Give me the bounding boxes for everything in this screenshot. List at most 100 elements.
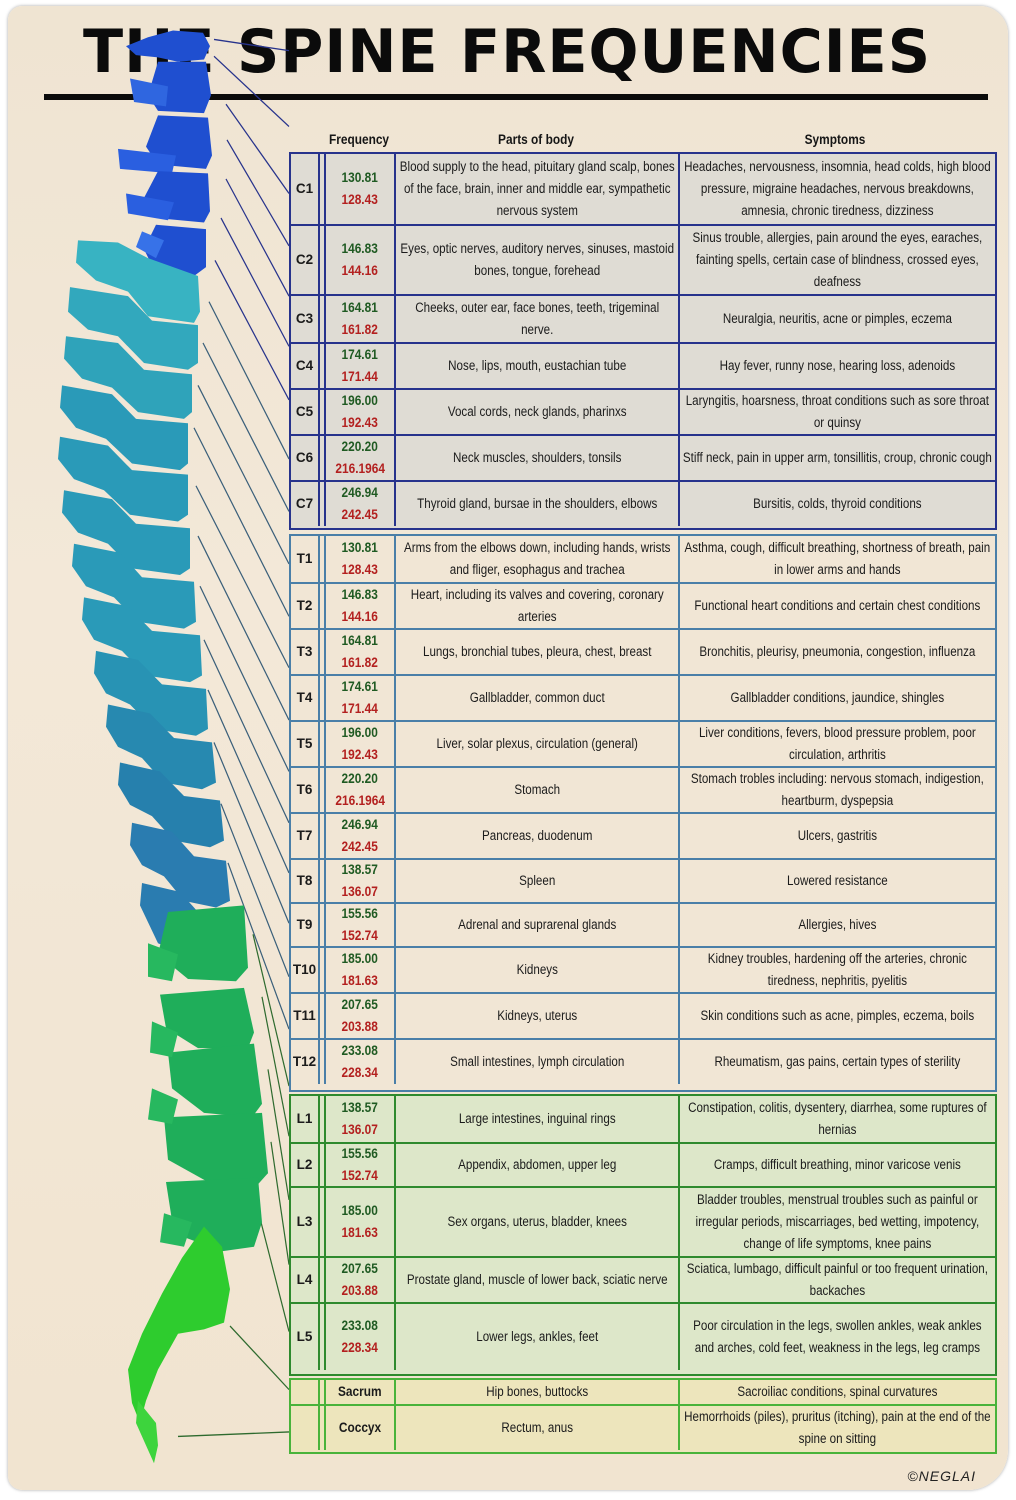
parts-of-body-cell: Spleen	[396, 860, 680, 902]
frequency-primary: 207.65	[341, 1261, 379, 1276]
symptoms-cell: Sacroiliac conditions, spinal curvatures	[680, 1380, 995, 1404]
parts-of-body-text: Rectum, anus	[501, 1420, 573, 1435]
parts-of-body-text: Lower legs, ankles, feet	[476, 1329, 598, 1344]
symptoms-cell: Bladder troubles, menstrual troubles suc…	[680, 1188, 995, 1256]
symptoms-text: Sciatica, lumbago, difficult painful or …	[686, 1261, 989, 1298]
frequency-cell: 146.83 144.16	[326, 226, 396, 294]
spine-illustration	[58, 30, 290, 1464]
parts-of-body-text: Nose, lips, mouth, eustachian tube	[447, 358, 627, 373]
frequency-primary: 174.61	[341, 679, 379, 694]
column-divider	[320, 226, 326, 294]
symptoms-text: Liver conditions, fevers, blood pressure…	[699, 725, 976, 762]
symptoms-text: Rheumatism, gas pains, certain types of …	[714, 1054, 961, 1069]
frequency-cell: 138.57 136.07	[326, 860, 396, 902]
parts-of-body-cell: Blood supply to the head, pituitary glan…	[396, 154, 680, 224]
parts-of-body-text: Hip bones, buttocks	[486, 1384, 588, 1399]
symptoms-text: Constipation, colitis, dysentery, diarrh…	[688, 1100, 987, 1137]
table-row: Sacrum Hip bones, buttocks Sacroiliac cond…	[291, 1380, 995, 1404]
parts-of-body-cell: Appendix, abdomen, upper leg	[396, 1144, 680, 1186]
parts-of-body-cell: Prostate gland, muscle of lower back, sc…	[396, 1258, 680, 1302]
parts-of-body-text: Liver, solar plexus, circulation (genera…	[436, 736, 638, 751]
symptoms-cell: Allergies, hives	[680, 904, 995, 946]
column-divider	[320, 536, 326, 582]
column-divider	[320, 390, 326, 434]
symptoms-text: Hay fever, runny nose, hearing loss, ade…	[719, 358, 956, 373]
frequency-primary: 220.20	[341, 771, 379, 786]
parts-of-body-text: Stomach	[514, 782, 560, 797]
symptoms-text: Stomach trobles including: nervous stoma…	[691, 771, 984, 808]
parts-of-body-cell: Nose, lips, mouth, eustachian tube	[396, 344, 680, 388]
frequency-secondary: 152.74	[341, 928, 379, 943]
frequency-cell: 138.57 136.07	[326, 1096, 396, 1142]
symptoms-text: Stiff neck, pain in upper arm, tonsillit…	[683, 450, 992, 465]
symptoms-text: Ulcers, gastritis	[797, 828, 878, 843]
header-symptoms: Symptoms	[804, 132, 866, 147]
vertebra-label: T12	[291, 1040, 320, 1084]
frequency-cell: 220.20 216.1964	[326, 768, 396, 812]
parts-of-body-cell: Arms from the elbows down, including han…	[396, 536, 680, 582]
parts-of-body-text: Pancreas, duodenum	[481, 828, 593, 843]
frequency-secondary: 228.34	[341, 1065, 379, 1080]
table-row: C2 146.83 144.16 Eyes, optic nerves, audito…	[291, 224, 995, 294]
parts-of-body-text: Thyroid gland, bursae in the shoulders, …	[416, 496, 658, 511]
region-name: Coccyx	[338, 1420, 382, 1435]
symptoms-text: Functional heart conditions and certain …	[694, 598, 981, 613]
symptoms-text: Bronchitis, pleurisy, pneumonia, congest…	[699, 644, 976, 659]
parts-of-body-text: Kidneys	[516, 962, 558, 977]
column-divider	[320, 1304, 326, 1370]
frequency-secondary: 161.82	[341, 322, 379, 337]
poster: THE SPINE FREQUENCIES	[8, 6, 1008, 1490]
frequency-secondary: 203.88	[341, 1019, 379, 1034]
table-row: T5 196.00 192.43 Liver, solar plexus, circu…	[291, 720, 995, 766]
frequency-cell: 220.20 216.1964	[326, 436, 396, 480]
table-row: L4 207.65 203.88 Prostate gland, muscle of …	[291, 1256, 995, 1302]
frequency-primary: 155.56	[341, 1146, 379, 1161]
symptoms-text: Headaches, nervousness, insomnia, head c…	[684, 159, 991, 218]
table-row: C4 174.61 171.44 Nose, lips, mouth, eustach…	[291, 342, 995, 388]
table-row: T12 233.08 228.34 Small intestines, lymph c…	[291, 1038, 995, 1084]
symptoms-cell: Ulcers, gastritis	[680, 814, 995, 858]
frequency-cell: 233.08 228.34	[326, 1304, 396, 1370]
table-row: T9 155.56 152.74 Adrenal and suprarenal gla…	[291, 902, 995, 946]
frequency-secondary: 136.07	[341, 884, 379, 899]
connector-lines	[177, 38, 290, 1438]
sacrum-coccyx	[128, 1226, 230, 1464]
vertebra-label: T7	[291, 814, 320, 858]
frequency-primary: 185.00	[341, 1203, 379, 1218]
frequency-primary: 130.81	[341, 170, 379, 185]
frequency-primary: 146.83	[341, 587, 379, 602]
column-divider	[320, 296, 326, 342]
table-row: L5 233.08 228.34 Lower legs, ankles, feet Po…	[291, 1302, 995, 1370]
column-divider	[320, 814, 326, 858]
table-row: Coccyx Rectum, anus Hemorrhoids (piles), p…	[291, 1404, 995, 1450]
frequency-cell: 164.81 161.82	[326, 630, 396, 674]
frequency-primary: 196.00	[341, 393, 379, 408]
symptoms-cell: Headaches, nervousness, insomnia, head c…	[680, 154, 995, 224]
symptoms-cell: Constipation, colitis, dysentery, diarrh…	[680, 1096, 995, 1142]
sacral-table: Sacrum Hip bones, buttocks Sacroiliac cond…	[289, 1378, 997, 1454]
frequency-primary: 164.81	[341, 633, 379, 648]
column-divider	[320, 344, 326, 388]
frequency-primary: 164.81	[341, 300, 379, 315]
title-underline	[44, 94, 988, 100]
symptoms-text: Bursitis, colds, thyroid conditions	[753, 496, 922, 511]
parts-of-body-cell: Heart, including its valves and covering…	[396, 584, 680, 628]
table-row: C5 196.00 192.43 Vocal cords, neck glands, …	[291, 388, 995, 434]
column-headers: Frequency Parts of body Symptoms	[288, 130, 998, 152]
cervical-vertebrae	[118, 30, 212, 277]
frequency-secondary: 192.43	[341, 747, 379, 762]
frequency-primary: 233.08	[341, 1318, 379, 1333]
vertebra-label: L5	[291, 1304, 320, 1370]
vertebra-label: T8	[291, 860, 320, 902]
column-divider	[320, 994, 326, 1038]
frequency-cell: 196.00 192.43	[326, 722, 396, 766]
frequency-cell: 207.65 203.88	[326, 1258, 396, 1302]
frequency-secondary: 242.45	[341, 507, 379, 522]
column-divider	[320, 1040, 326, 1084]
vertebra-label: T10	[291, 948, 320, 992]
frequency-cell: 155.56 152.74	[326, 904, 396, 946]
vertebra-label	[291, 1406, 320, 1450]
symptoms-cell: Kidney troubles, hardening off the arter…	[680, 948, 995, 992]
column-divider	[320, 768, 326, 812]
table-row: C7 246.94 242.45 Thyroid gland, bursae in t…	[291, 480, 995, 526]
